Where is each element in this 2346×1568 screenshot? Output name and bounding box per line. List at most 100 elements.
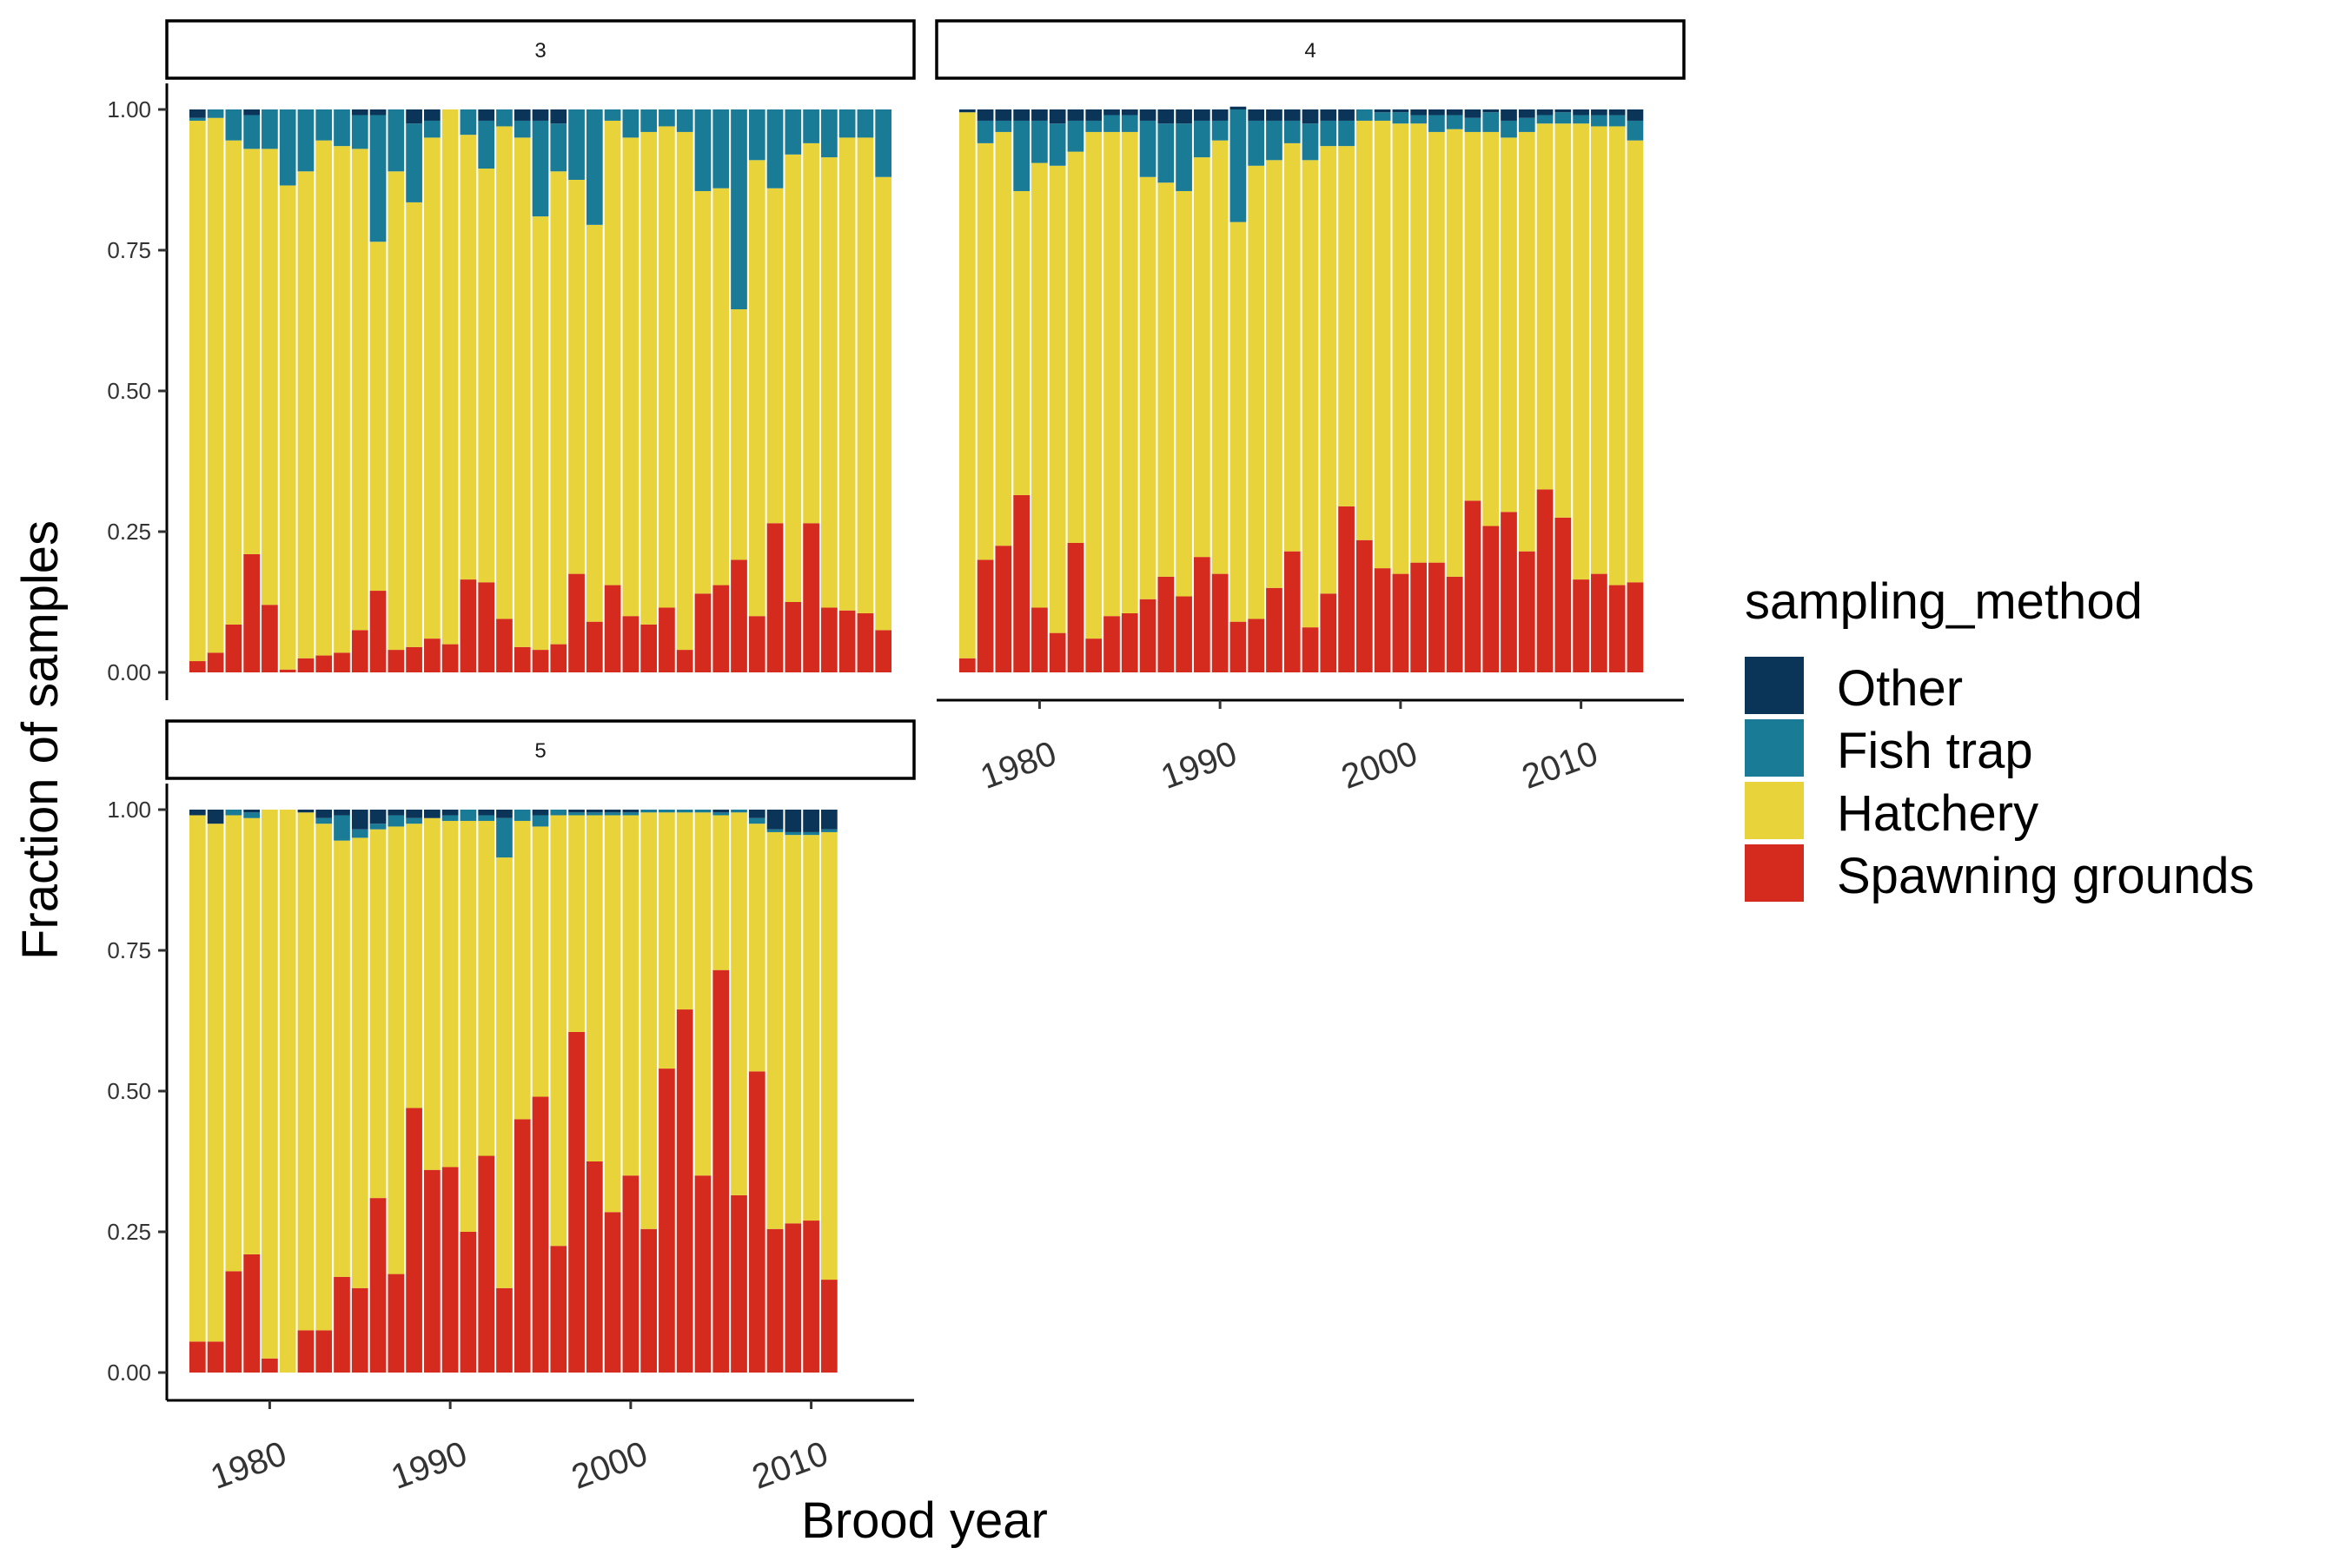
bar-segment-spawning-grounds-1999-facet-4 [1374, 568, 1391, 672]
bar-segment-hatchery-1993-facet-4 [1266, 160, 1282, 588]
bar-segment-other-1997-facet-4 [1338, 109, 1355, 121]
bar-segment-spawning-grounds-1993-facet-3 [496, 619, 513, 672]
bar-segment-other-1986-facet-3 [369, 109, 387, 116]
bar-segment-other-1989-facet-5 [424, 810, 441, 818]
bar-segment-fish-trap-1985-facet-4 [1121, 115, 1138, 132]
bar-segment-hatchery-1977-facet-5 [207, 824, 224, 1342]
bar-segment-hatchery-2007-facet-5 [748, 824, 765, 1072]
bar-segment-hatchery-1982-facet-5 [297, 812, 315, 1331]
bar-segment-hatchery-1997-facet-3 [568, 180, 585, 574]
bar-segment-hatchery-2010-facet-4 [1573, 123, 1589, 580]
bar-segment-spawning-grounds-2011-facet-5 [821, 1280, 838, 1373]
facet-strip-4: 4 [935, 19, 1686, 80]
bar-segment-other-1984-facet-5 [334, 810, 350, 816]
bar-segment-other-1996-facet-3 [550, 109, 567, 124]
bar-segment-fish-trap-1978-facet-3 [225, 109, 242, 141]
bar-segment-fish-trap-2013-facet-4 [1627, 120, 1644, 141]
y-tick-label-facet-3: 0.50 [107, 378, 151, 404]
bar-segment-hatchery-1986-facet-5 [369, 829, 387, 1199]
bar-segment-fish-trap-2013-facet-3 [857, 109, 874, 138]
bar-segment-hatchery-2004-facet-4 [1464, 131, 1481, 501]
bar-segment-fish-trap-2005-facet-3 [712, 109, 730, 189]
bar-segment-hatchery-1994-facet-3 [514, 137, 531, 647]
facet-strip-3-label: 3 [534, 39, 546, 63]
bar-segment-fish-trap-2005-facet-5 [712, 812, 730, 816]
bar-segment-fish-trap-2002-facet-3 [659, 109, 675, 127]
bar-segment-hatchery-2008-facet-5 [766, 831, 784, 1229]
bar-segment-hatchery-1998-facet-4 [1355, 120, 1373, 540]
bar-segment-fish-trap-1979-facet-3 [243, 115, 260, 149]
bar-segment-other-2003-facet-4 [1446, 109, 1463, 116]
bar-segment-fish-trap-1999-facet-3 [604, 109, 621, 121]
bar-segment-other-1976-facet-4 [958, 109, 976, 113]
bar-segment-hatchery-1985-facet-4 [1121, 131, 1138, 613]
bar-segment-spawning-grounds-2005-facet-5 [712, 969, 730, 1373]
bar-segment-spawning-grounds-2003-facet-3 [676, 650, 693, 672]
bar-segment-fish-trap-1978-facet-5 [225, 810, 242, 816]
bar-segment-hatchery-1976-facet-3 [189, 120, 206, 662]
bar-segment-other-1986-facet-4 [1139, 109, 1156, 121]
bar-segment-spawning-grounds-1977-facet-5 [207, 1341, 224, 1373]
bar-segment-spawning-grounds-1985-facet-5 [351, 1287, 368, 1373]
bar-segment-spawning-grounds-1994-facet-3 [514, 646, 531, 672]
bar-segment-hatchery-2007-facet-3 [748, 160, 765, 617]
bar-segment-spawning-grounds-1999-facet-3 [604, 585, 621, 672]
bar-segment-hatchery-1995-facet-4 [1302, 160, 1319, 628]
bar-segment-hatchery-1979-facet-5 [243, 817, 260, 1254]
bar-segment-fish-trap-1978-facet-4 [995, 120, 1012, 132]
legend-label-hatchery: Hatchery [1837, 785, 2038, 842]
bar-segment-hatchery-1981-facet-5 [279, 810, 296, 1373]
bar-segment-hatchery-2004-facet-5 [694, 812, 712, 1176]
bar-segment-fish-trap-1979-facet-4 [1013, 120, 1030, 191]
bar-segment-hatchery-1983-facet-3 [315, 140, 333, 656]
bar-segment-hatchery-1994-facet-4 [1283, 142, 1301, 552]
bar-segment-spawning-grounds-2001-facet-5 [640, 1228, 657, 1373]
bar-segment-spawning-grounds-1989-facet-3 [424, 638, 441, 672]
bar-segment-fish-trap-1995-facet-5 [532, 815, 549, 827]
bar-segment-fish-trap-1991-facet-3 [460, 109, 477, 136]
bar-segment-hatchery-2014-facet-3 [875, 176, 892, 631]
bar-segment-fish-trap-2006-facet-4 [1501, 120, 1517, 138]
bar-segment-spawning-grounds-1984-facet-4 [1103, 616, 1120, 672]
bar-segment-fish-trap-1999-facet-4 [1374, 112, 1391, 121]
x-axis-title: Brood year [801, 1492, 1048, 1549]
bar-segment-spawning-grounds-1992-facet-3 [478, 582, 495, 672]
bar-segment-other-1982-facet-4 [1067, 109, 1084, 121]
bar-segment-other-2012-facet-4 [1608, 109, 1626, 116]
bar-segment-spawning-grounds-2001-facet-4 [1410, 562, 1427, 672]
bar-segment-fish-trap-1998-facet-5 [586, 812, 603, 816]
bar-segment-other-2002-facet-4 [1428, 109, 1445, 116]
legend-title: sampling_method [1745, 573, 2143, 630]
y-tick-label-facet-3: 0.25 [107, 519, 151, 545]
bar-segment-fish-trap-1989-facet-3 [424, 120, 441, 138]
bar-segment-hatchery-1998-facet-3 [586, 224, 603, 622]
bar-segment-hatchery-1990-facet-4 [1211, 140, 1229, 574]
bar-segment-fish-trap-2007-facet-4 [1518, 117, 1535, 132]
bar-segment-fish-trap-1984-facet-4 [1103, 115, 1120, 132]
bar-segment-spawning-grounds-1997-facet-3 [568, 573, 585, 672]
bar-segment-hatchery-2005-facet-3 [712, 188, 730, 586]
bar-segment-spawning-grounds-2009-facet-5 [785, 1223, 802, 1373]
bar-segment-fish-trap-1990-facet-4 [1211, 120, 1229, 141]
bar-segment-spawning-grounds-2002-facet-3 [659, 607, 675, 672]
bar-segment-spawning-grounds-1998-facet-5 [586, 1161, 603, 1373]
bar-segment-fish-trap-1980-facet-3 [262, 109, 278, 149]
facet-strip-4-label: 4 [1304, 39, 1315, 63]
y-tick-label-facet-5: 0.75 [107, 937, 151, 963]
bar-segment-hatchery-2009-facet-3 [785, 154, 802, 603]
bar-segment-hatchery-1979-facet-4 [1013, 190, 1030, 495]
bar-segment-hatchery-2009-facet-4 [1554, 123, 1572, 518]
bar-segment-hatchery-2000-facet-4 [1392, 123, 1409, 574]
bar-segment-hatchery-1985-facet-3 [351, 149, 368, 631]
bar-segment-hatchery-2003-facet-3 [676, 131, 693, 651]
bar-segment-spawning-grounds-1991-facet-3 [460, 579, 477, 672]
bar-segment-fish-trap-1997-facet-4 [1338, 120, 1355, 147]
bar-segment-spawning-grounds-2008-facet-5 [766, 1228, 784, 1373]
bar-segment-hatchery-1988-facet-3 [406, 202, 422, 647]
bar-segment-spawning-grounds-1981-facet-4 [1049, 632, 1066, 672]
bar-segment-fish-trap-1987-facet-3 [388, 109, 405, 172]
bar-segment-other-1990-facet-4 [1211, 109, 1229, 121]
bar-segment-hatchery-1999-facet-4 [1374, 120, 1391, 569]
legend-label-other: Other [1837, 660, 1963, 717]
